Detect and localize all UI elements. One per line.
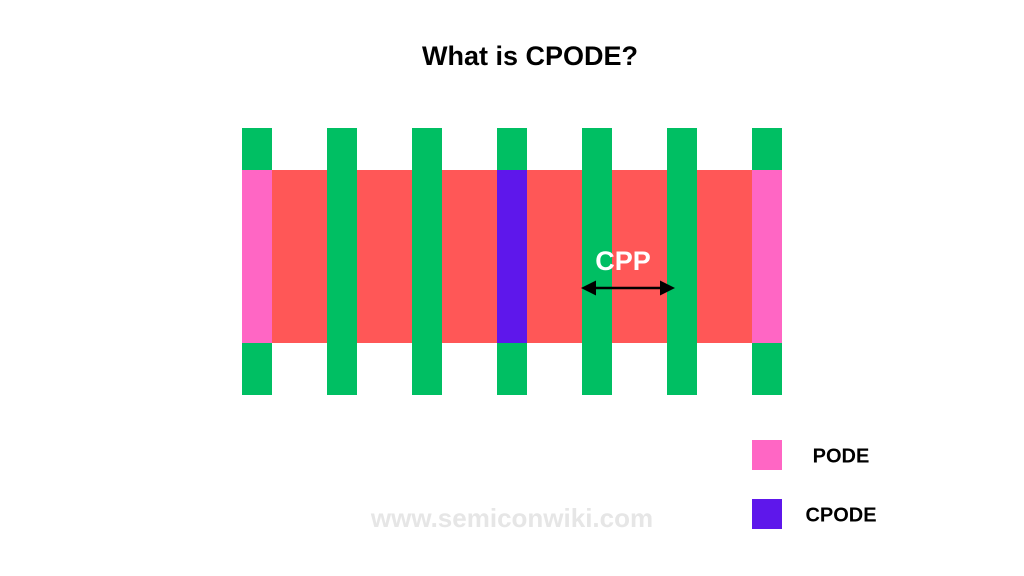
watermark: www.semiconwiki.com bbox=[370, 503, 653, 533]
legend-label: CPODE bbox=[805, 504, 876, 526]
gate bbox=[327, 128, 357, 395]
gate bbox=[412, 128, 442, 395]
cpode-gate bbox=[497, 170, 527, 343]
legend-swatch bbox=[752, 499, 782, 529]
title: What is CPODE? bbox=[422, 41, 638, 71]
pode-gate bbox=[242, 170, 272, 343]
pode-gate bbox=[752, 170, 782, 343]
legend-swatch bbox=[752, 440, 782, 470]
pitch-label: CPP bbox=[595, 246, 651, 276]
gate bbox=[582, 128, 612, 395]
legend: PODE CPODE bbox=[752, 440, 877, 529]
legend-label: PODE bbox=[813, 445, 870, 467]
gate bbox=[667, 128, 697, 395]
